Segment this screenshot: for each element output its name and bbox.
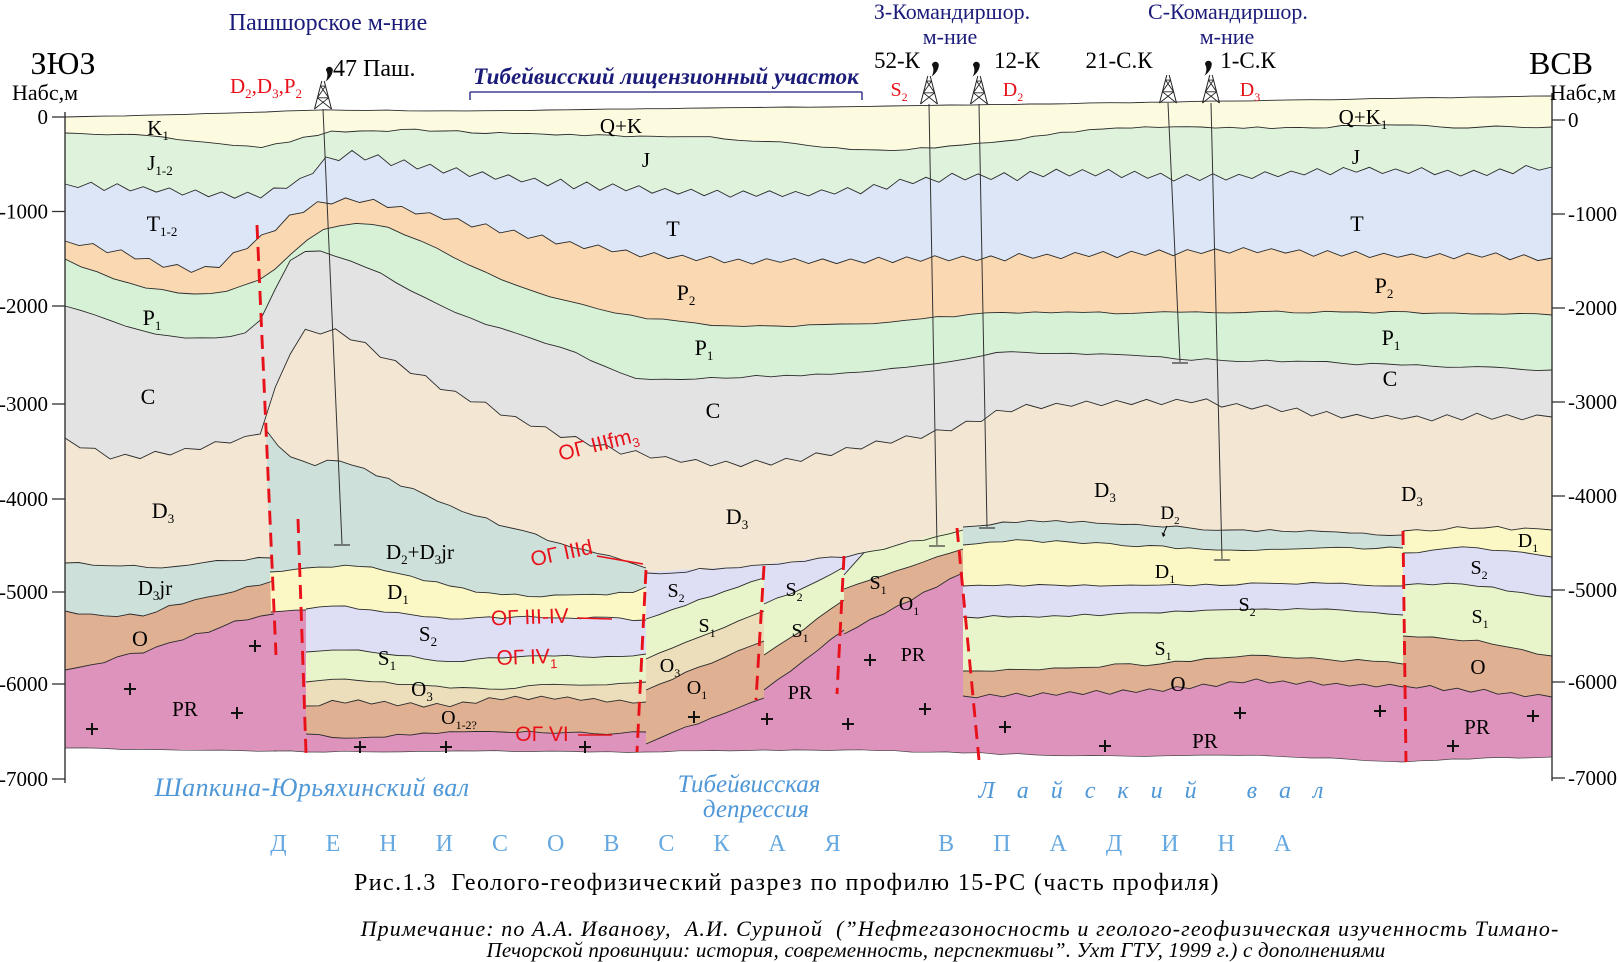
svg-text:Рис.1.3 Геолого-геофизический: Рис.1.3 Геолого-геофизический разрез по … <box>354 870 1220 896</box>
svg-text:C: C <box>1383 366 1398 391</box>
svg-text:O: O <box>1470 655 1485 679</box>
svg-text:депрессия: депрессия <box>703 796 809 823</box>
svg-text:T: T <box>1350 211 1364 236</box>
svg-text:Примечание: по А.А. Иванову,: Примечание: по А.А. Иванову, А.И. Сурино… <box>360 916 1560 941</box>
svg-text:Л а й с к и й в а л: Л а й с к и й в а л <box>977 778 1331 804</box>
svg-text:Шапкина-Юрьяхинский вал: Шапкина-Юрьяхинский вал <box>154 773 470 802</box>
svg-text:Пашшорское м-ние: Пашшорское м-ние <box>229 10 428 36</box>
svg-text:0: 0 <box>1568 108 1579 132</box>
svg-text:52-К: 52-К <box>874 48 921 73</box>
svg-text:-4000: -4000 <box>0 487 48 511</box>
svg-text:-2000: -2000 <box>0 294 48 318</box>
svg-text:-5000: -5000 <box>1568 578 1617 602</box>
svg-text:Набс,м: Набс,м <box>12 80 78 105</box>
svg-text:PR: PR <box>1192 729 1218 753</box>
svg-text:-1000: -1000 <box>0 200 48 224</box>
svg-text:J: J <box>642 148 650 172</box>
svg-text:Q+K1: Q+K1 <box>1339 105 1388 132</box>
svg-text:-6000: -6000 <box>1568 670 1617 694</box>
svg-text:O: O <box>132 626 148 651</box>
svg-text:Тибейвисский лицензионный учас: Тибейвисский лицензионный участок <box>473 64 860 89</box>
svg-text:ЗЮЗ: ЗЮЗ <box>31 45 96 81</box>
svg-text:ВСВ: ВСВ <box>1529 45 1593 81</box>
svg-text:ОГ VI: ОГ VI <box>515 723 568 746</box>
svg-text:С-Командиршор.: С-Командиршор. <box>1148 0 1308 24</box>
svg-text:47 Паш.: 47 Паш. <box>333 56 415 82</box>
svg-text:21-С.К: 21-С.К <box>1085 48 1153 73</box>
svg-text:PR: PR <box>172 697 198 721</box>
svg-text:-2000: -2000 <box>1568 296 1617 320</box>
svg-text:Q+K: Q+K <box>600 114 642 138</box>
svg-text:C: C <box>141 384 156 409</box>
svg-text:-3000: -3000 <box>0 392 48 416</box>
svg-text:м-ние: м-ние <box>1200 24 1255 49</box>
svg-text:-5000: -5000 <box>0 580 48 604</box>
svg-text:1-С.К: 1-С.К <box>1220 48 1276 73</box>
svg-text:C: C <box>706 398 721 423</box>
svg-text:-4000: -4000 <box>1568 484 1617 508</box>
svg-text:-3000: -3000 <box>1568 390 1617 414</box>
svg-text:-1000: -1000 <box>1568 202 1617 226</box>
svg-text:T: T <box>666 216 680 241</box>
svg-text:O: O <box>1170 672 1185 696</box>
svg-text:PR: PR <box>1464 715 1490 739</box>
svg-text:12-К: 12-К <box>994 48 1041 73</box>
svg-text:PR: PR <box>788 682 813 704</box>
svg-text:-6000: -6000 <box>0 672 48 696</box>
svg-text:D2+D3jr: D2+D3jr <box>386 540 454 567</box>
svg-text:-7000: -7000 <box>1568 766 1617 790</box>
svg-text:-7000: -7000 <box>0 767 48 791</box>
svg-text:J: J <box>1352 145 1360 169</box>
svg-text:З-Командиршор.: З-Командиршор. <box>874 0 1030 24</box>
svg-text:м-ние: м-ние <box>923 24 978 49</box>
svg-text:Д Е Н И С О В С К А Я В П А Д: Д Е Н И С О В С К А Я В П А Д И Н А <box>270 831 1307 857</box>
svg-text:ОГ III-IV: ОГ III-IV <box>490 605 569 631</box>
svg-text:Печорской провинции: история,: Печорской провинции: история, современно… <box>486 938 1386 962</box>
svg-text:Тибейвисская: Тибейвисская <box>678 771 821 798</box>
svg-text:D2,D3,P2: D2,D3,P2 <box>230 74 302 101</box>
svg-text:J1-2: J1-2 <box>147 151 173 178</box>
svg-text:PR: PR <box>901 644 926 666</box>
svg-text:D3jr: D3jr <box>138 576 173 603</box>
svg-text:Набс,м: Набс,м <box>1550 80 1616 105</box>
svg-text:0: 0 <box>38 105 49 129</box>
